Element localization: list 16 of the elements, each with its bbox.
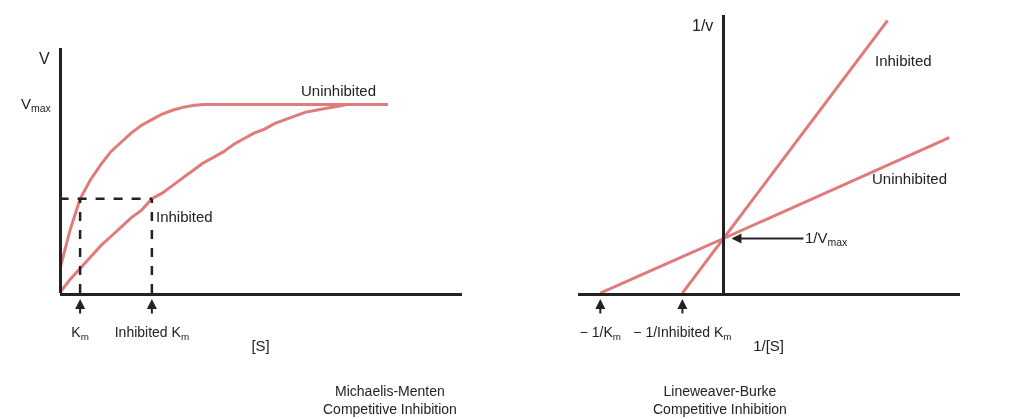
series-label: Inhibited	[156, 208, 213, 225]
x-axis-title: [S]	[251, 336, 270, 354]
annotation: 1/V$_{max}$	[805, 229, 849, 249]
x-tick-label: − 1/K$_{m}$	[579, 323, 621, 342]
text: Michaelis-Menten Competitive Inhibition	[323, 383, 457, 418]
x-tick-label: K$_{m}$	[71, 323, 89, 342]
y-axis-title: V	[39, 50, 50, 67]
series-label: Uninhibited	[872, 170, 948, 187]
series-label: Uninhibited	[301, 82, 377, 99]
x-axis-title: 1/[S]	[753, 336, 785, 354]
text: Lineweaver-Burke Competitive Inhibition	[653, 383, 787, 418]
y-axis-title: 1/v	[692, 17, 714, 34]
x-tick-label: − 1/Inhibited K$_{m}$	[633, 323, 732, 342]
series-label: Inhibited	[875, 52, 932, 69]
text: V$_{max}$	[21, 95, 52, 115]
x-tick-label: Inhibited K$_{m}$	[114, 323, 190, 342]
